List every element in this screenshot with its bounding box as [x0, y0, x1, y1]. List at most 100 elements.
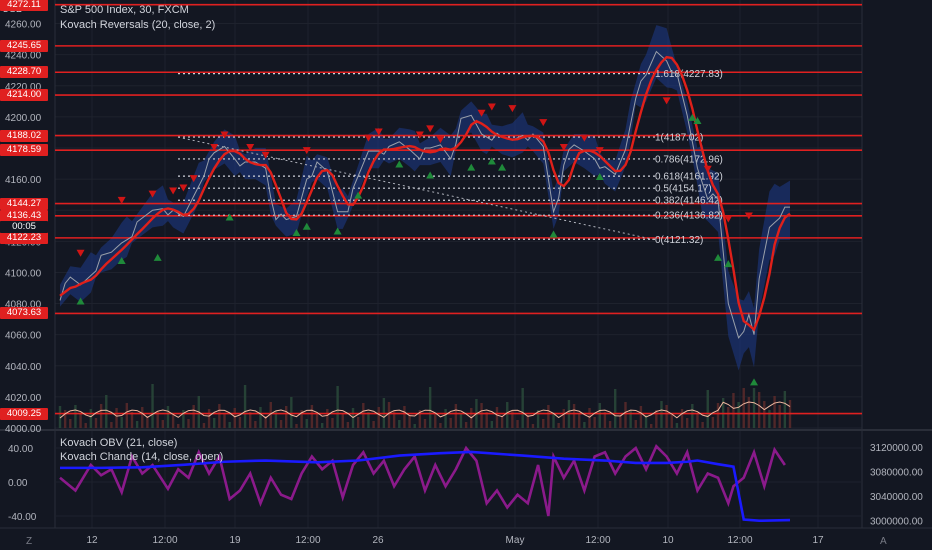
y-tick-label: 4020.00 — [5, 393, 42, 404]
level-tag: 4009.25 — [0, 407, 48, 420]
volume-bar — [99, 404, 103, 428]
y-tick-label: 4000.00 — [5, 424, 42, 435]
level-tag: 4228.70 — [0, 66, 48, 79]
volume-bar — [295, 424, 298, 428]
buy-marker — [487, 157, 496, 165]
level-tag: 4245.65 — [0, 39, 48, 52]
y-tick-label: 4260.00 — [5, 20, 42, 31]
volume-bar — [701, 422, 704, 428]
volume-bar — [79, 414, 82, 428]
y-tick-label: 4040.00 — [5, 362, 42, 373]
volume-bar — [454, 404, 458, 428]
main-legend[interactable]: S&P 500 Index, 30, FXCM — [60, 4, 189, 16]
x-tick-label: 26 — [372, 535, 384, 546]
fib-label: 0.618(4161.92) — [655, 172, 723, 183]
volume-bar — [547, 405, 550, 428]
volume-bar — [691, 404, 694, 428]
buy-marker — [153, 253, 162, 261]
lower-left-tick: -40.00 — [8, 512, 37, 523]
countdown-tag: 00:05 — [0, 220, 48, 233]
volume-bar — [84, 423, 87, 428]
sell-marker — [662, 97, 671, 105]
level-tag: 4136.43 — [0, 209, 48, 222]
level-tag: 4122.23 — [0, 231, 48, 244]
volume-bar — [362, 403, 365, 428]
obv-legend[interactable]: Kovach OBV (21, close) — [60, 437, 178, 449]
volume-bar — [542, 419, 545, 428]
volume-bar — [685, 418, 689, 428]
level-tag: 4073.63 — [0, 307, 48, 320]
volume-bar — [639, 406, 643, 428]
sell-marker — [508, 105, 517, 113]
volume-bar — [310, 405, 314, 428]
sell-marker — [210, 144, 219, 151]
volume-bar — [521, 388, 524, 428]
volume-bar — [259, 407, 262, 428]
sell-marker — [246, 144, 255, 151]
corner-right-label[interactable]: A — [880, 536, 887, 547]
volume-bar — [207, 409, 211, 428]
moving-average-line — [59, 55, 791, 332]
sell-marker — [374, 128, 383, 136]
price-series — [59, 50, 791, 339]
volume-bar — [526, 415, 530, 428]
volume-bar — [732, 393, 735, 428]
volume-bar — [284, 406, 288, 428]
chande-legend[interactable]: Kovach Chande (14, close, open) — [60, 451, 224, 463]
volume-bar — [243, 385, 247, 428]
signal-markers — [76, 97, 759, 386]
sell-marker — [595, 147, 604, 155]
buy-marker — [302, 222, 311, 230]
sell-marker — [539, 119, 548, 127]
volume-bar — [238, 417, 242, 428]
volume-bar — [202, 423, 206, 428]
fib-label: 1.618(4227.83) — [655, 69, 723, 80]
lower-right-tick: 3080000.00 — [870, 468, 923, 479]
buy-marker — [395, 160, 404, 168]
pane-separator — [0, 0, 932, 529]
volume-bar — [747, 397, 751, 428]
sell-marker — [426, 125, 435, 133]
volume-bar — [763, 401, 766, 428]
volume-bar — [269, 402, 272, 428]
buy-marker — [467, 163, 476, 171]
corner-left-label[interactable]: Z — [26, 536, 33, 547]
buy-marker — [498, 163, 507, 171]
volume-bar — [439, 423, 442, 428]
x-tick-label: 12:00 — [585, 535, 610, 546]
sell-marker — [148, 190, 157, 198]
sell-marker — [559, 144, 568, 151]
sell-marker — [169, 187, 178, 195]
volume-bars — [58, 384, 792, 428]
volume-bar — [120, 417, 123, 428]
volume-bar — [464, 422, 468, 428]
volume-bar — [264, 416, 267, 428]
sell-marker — [364, 134, 373, 142]
sell-marker — [189, 175, 198, 183]
buy-marker — [724, 260, 733, 268]
fib-label: 0.5(4154.17) — [655, 184, 712, 195]
volume-bar — [367, 412, 370, 428]
x-tick-label: May — [506, 535, 525, 546]
buy-marker — [333, 227, 342, 235]
volume-bar — [279, 420, 283, 428]
fib-label: 0.236(4136.82) — [655, 211, 723, 222]
fib-label: 0.382(4146.42) — [655, 196, 723, 207]
volume-bar — [516, 420, 519, 428]
volume-bar — [783, 391, 787, 428]
volume-bar — [69, 419, 72, 428]
buy-marker — [354, 191, 363, 199]
lower-right-tick: 3040000.00 — [870, 492, 923, 503]
indicator-legend[interactable]: Kovach Reversals (20, close, 2) — [60, 19, 216, 31]
volume-bar — [320, 423, 324, 428]
volume-bar — [752, 388, 756, 428]
volume-bar — [578, 413, 581, 428]
fibonacci-retracement: 1.618(4227.83) 1(4187.02) 0.786(4172.96) 0.… — [177, 69, 723, 246]
volume-bar — [536, 410, 540, 428]
volume-bar — [608, 421, 612, 428]
volume-bar — [171, 415, 175, 428]
volume-bar — [490, 421, 494, 428]
volume-bar — [218, 404, 221, 428]
y-tick-label: 4240.00 — [5, 51, 42, 62]
volume-bar — [300, 410, 303, 428]
